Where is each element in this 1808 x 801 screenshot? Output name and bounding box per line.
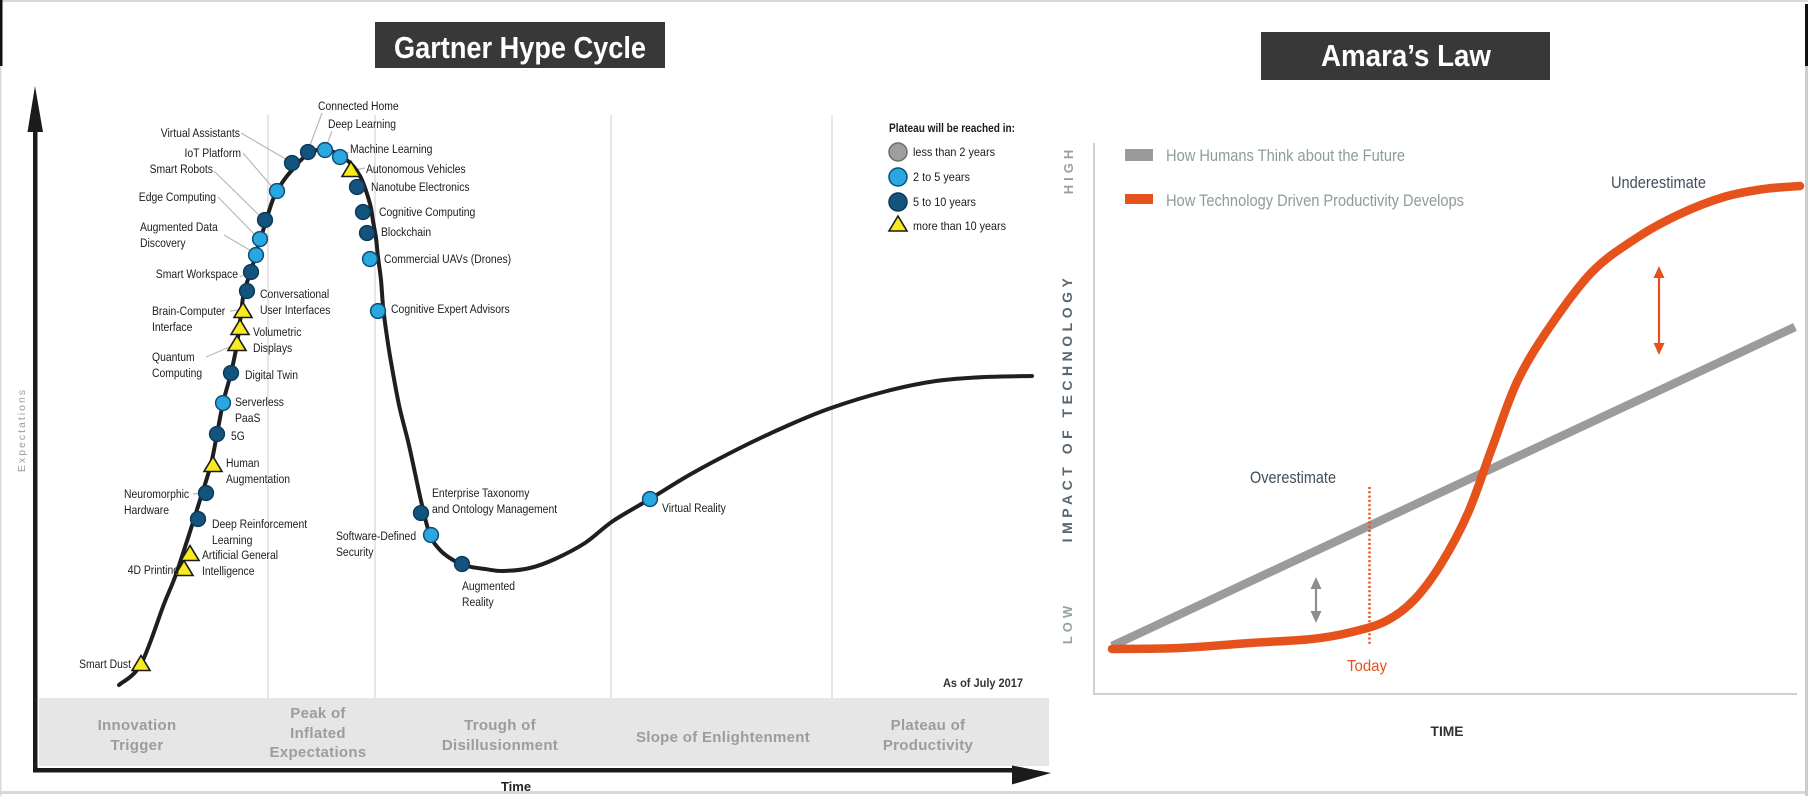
svg-text:LOW: LOW — [1060, 602, 1075, 644]
svg-text:Gartner Hype Cycle: Gartner Hype Cycle — [394, 30, 646, 65]
svg-text:Augmented: Augmented — [462, 579, 515, 593]
svg-text:Trigger: Trigger — [111, 737, 164, 754]
svg-text:Augmented Data: Augmented Data — [140, 220, 218, 234]
svg-text:Time: Time — [501, 779, 531, 794]
svg-text:Enterprise Taxonomy: Enterprise Taxonomy — [432, 486, 530, 500]
svg-text:Deep Reinforcement: Deep Reinforcement — [212, 517, 308, 531]
svg-text:2 to 5 years: 2 to 5 years — [913, 170, 970, 184]
svg-text:Nanotube Electronics: Nanotube Electronics — [371, 180, 470, 194]
svg-text:Computing: Computing — [152, 366, 202, 380]
svg-text:Augmentation: Augmentation — [226, 472, 290, 486]
svg-text:HIGH: HIGH — [1061, 146, 1076, 195]
svg-text:5 to 10 years: 5 to 10 years — [913, 195, 976, 209]
svg-text:Quantum: Quantum — [152, 350, 195, 364]
svg-text:Virtual Assistants: Virtual Assistants — [161, 126, 240, 140]
svg-text:Edge Computing: Edge Computing — [139, 190, 216, 204]
svg-text:Volumetric: Volumetric — [253, 325, 301, 339]
svg-text:Learning: Learning — [212, 533, 252, 547]
svg-text:Peak of: Peak of — [290, 705, 346, 722]
svg-text:Underestimate: Underestimate — [1611, 174, 1706, 192]
svg-text:Virtual Reality: Virtual Reality — [662, 501, 727, 515]
svg-text:Connected Home: Connected Home — [318, 99, 399, 113]
svg-text:Serverless: Serverless — [235, 395, 284, 409]
svg-text:Innovation: Innovation — [98, 717, 177, 734]
svg-text:Expectations: Expectations — [270, 744, 367, 761]
svg-text:Cognitive Expert Advisors: Cognitive Expert Advisors — [391, 302, 510, 316]
svg-text:Hardware: Hardware — [124, 503, 169, 517]
svg-text:Interface: Interface — [152, 320, 193, 334]
svg-text:Overestimate: Overestimate — [1250, 469, 1336, 487]
svg-text:Expectations: Expectations — [16, 388, 28, 472]
svg-text:Disillusionment: Disillusionment — [442, 737, 558, 754]
svg-text:Amara’s Law: Amara’s Law — [1321, 38, 1492, 73]
svg-text:Artificial General: Artificial General — [202, 548, 278, 562]
svg-text:Plateau of: Plateau of — [891, 717, 966, 734]
svg-text:5G: 5G — [231, 429, 245, 443]
svg-text:Autonomous Vehicles: Autonomous Vehicles — [366, 162, 466, 176]
svg-text:and Ontology Management: and Ontology Management — [432, 502, 558, 516]
svg-text:Cognitive Computing: Cognitive Computing — [379, 205, 475, 219]
svg-text:IoT Platform: IoT Platform — [185, 146, 242, 160]
svg-text:Slope of Enlightenment: Slope of Enlightenment — [636, 729, 810, 746]
svg-text:4D Printing: 4D Printing — [128, 563, 179, 577]
svg-text:Discovery: Discovery — [140, 236, 186, 250]
svg-text:IMPACT OF TECHNOLOGY: IMPACT OF TECHNOLOGY — [1059, 274, 1075, 543]
svg-text:How Technology Driven Producti: How Technology Driven Productivity Devel… — [1166, 191, 1464, 210]
svg-text:Human: Human — [226, 456, 259, 470]
svg-text:Digital Twin: Digital Twin — [245, 368, 298, 382]
svg-text:As of July 2017: As of July 2017 — [943, 676, 1023, 690]
svg-text:Deep Learning: Deep Learning — [328, 117, 396, 131]
svg-text:Smart Workspace: Smart Workspace — [156, 267, 238, 281]
svg-text:Displays: Displays — [253, 341, 292, 355]
svg-text:TIME: TIME — [1431, 724, 1464, 739]
svg-text:Today: Today — [1347, 658, 1387, 675]
svg-text:Productivity: Productivity — [883, 737, 974, 754]
svg-text:Software-Defined: Software-Defined — [336, 529, 416, 543]
svg-text:Intelligence: Intelligence — [202, 564, 255, 578]
svg-text:How Humans Think about the Fut: How Humans Think about the Future — [1166, 146, 1405, 165]
svg-text:Conversational: Conversational — [260, 287, 329, 301]
svg-text:Commercial UAVs (Drones): Commercial UAVs (Drones) — [384, 252, 511, 266]
svg-text:less than 2 years: less than 2 years — [913, 145, 995, 159]
svg-text:Plateau will be reached in:: Plateau will be reached in: — [889, 121, 1015, 135]
svg-text:Inflated: Inflated — [290, 725, 346, 742]
svg-text:more than 10 years: more than 10 years — [913, 219, 1006, 233]
svg-text:Blockchain: Blockchain — [381, 225, 431, 239]
svg-text:Neuromorphic: Neuromorphic — [124, 487, 189, 501]
svg-text:Trough of: Trough of — [464, 717, 537, 734]
svg-text:Smart Robots: Smart Robots — [150, 162, 213, 176]
svg-text:Smart Dust: Smart Dust — [79, 657, 131, 671]
svg-text:Brain-Computer: Brain-Computer — [152, 304, 225, 318]
svg-text:PaaS: PaaS — [235, 411, 260, 425]
svg-text:Machine Learning: Machine Learning — [350, 142, 432, 156]
svg-text:Reality: Reality — [462, 595, 494, 609]
svg-text:User Interfaces: User Interfaces — [260, 303, 330, 317]
svg-text:Security: Security — [336, 545, 374, 559]
